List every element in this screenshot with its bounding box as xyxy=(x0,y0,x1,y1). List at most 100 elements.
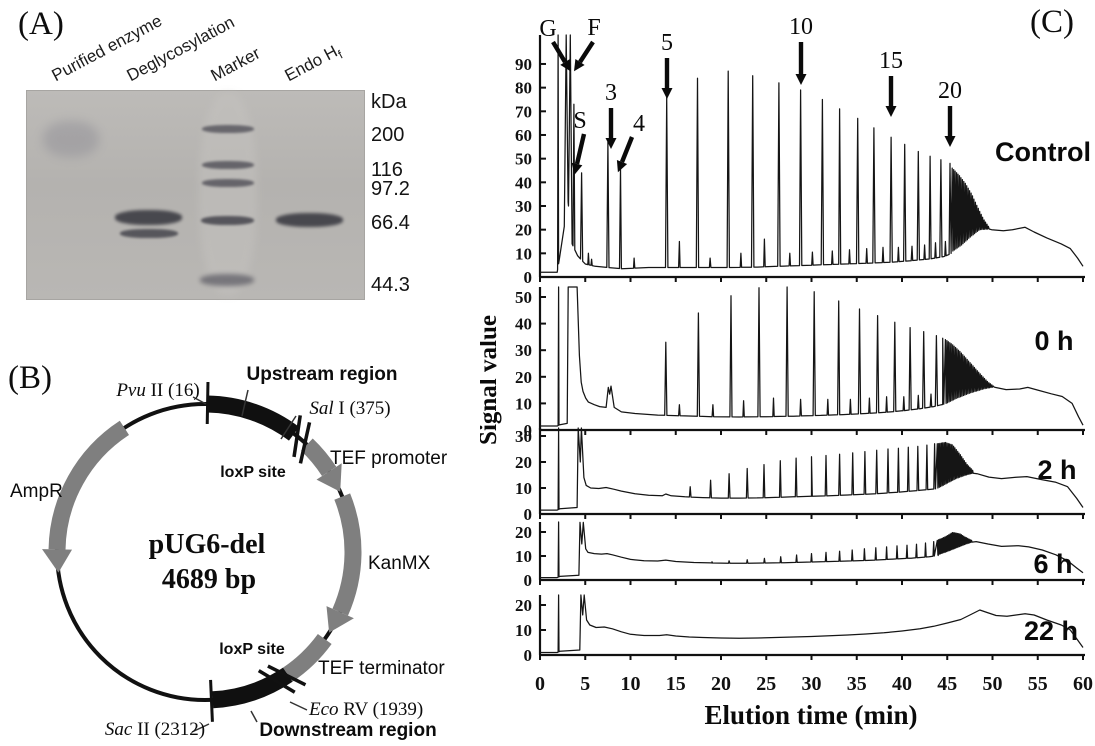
sali-loxp-slash-2 xyxy=(298,422,312,464)
x-tick-label: 35 xyxy=(847,673,867,695)
pvuii-site-label: Pvu II (16) xyxy=(115,380,199,401)
y-tick-label: 10 xyxy=(515,621,532,640)
y-tick-label: 20 xyxy=(515,596,532,615)
peak-arrow-head xyxy=(574,59,585,72)
peak-annotation-label-4: 4 xyxy=(633,111,645,137)
peak-annotation-label-10: 10 xyxy=(789,14,813,40)
y-tick-label: 0 xyxy=(524,646,533,665)
y-tick-label: 20 xyxy=(515,368,532,387)
chromatogram-6h: 0 10 20 6 h xyxy=(515,521,1085,590)
x-tick-label: 15 xyxy=(666,673,686,695)
panel-c-label: (C) xyxy=(1030,4,1074,40)
sacii-site-tick xyxy=(209,679,214,722)
peak-annotation-label-F: F xyxy=(587,15,600,41)
ampr-arc xyxy=(48,420,130,550)
y-tick-label: 0 xyxy=(524,505,533,524)
peak-arrow-head xyxy=(571,162,583,175)
peak-arrow-shaft xyxy=(619,136,635,163)
downstream-region-label: Downstream region xyxy=(259,720,436,741)
peak-annotation-label-G: G xyxy=(539,16,556,42)
plasmid-size-label: 4689 bp xyxy=(162,564,256,595)
tef-promoter-arc-arrowhead xyxy=(316,463,342,492)
y-tick-label: 70 xyxy=(515,102,532,121)
peak-arrow-head xyxy=(605,138,617,149)
x-tick-label: 10 xyxy=(621,673,641,695)
plasmid-name-label: pUG6-del xyxy=(149,529,266,560)
deglycosylation-band-lower xyxy=(120,229,178,238)
upstream-region-arc xyxy=(207,395,300,441)
series-label: 22 h xyxy=(1024,616,1078,646)
ampr-arc-arrowhead xyxy=(42,549,73,573)
kanmx-arc-arrowhead xyxy=(326,606,354,633)
y-tick-label: 0 xyxy=(524,571,533,590)
pointer-line-5 xyxy=(191,723,210,733)
peak-arrow-head xyxy=(560,59,571,72)
kda-marker-97.2: 97.2 xyxy=(371,178,410,200)
ampr-label: AmpR xyxy=(10,481,63,502)
x-tick-label: 50 xyxy=(983,673,1003,695)
peak-arrow-head xyxy=(885,106,897,117)
y-tick-label: 20 xyxy=(515,221,532,240)
pointer-line-0 xyxy=(192,396,207,405)
marker-lane-shade xyxy=(199,93,257,295)
sali-loxp-slash-1 xyxy=(292,415,302,458)
y-tick-label: 60 xyxy=(515,126,532,145)
chromatogram-2h: 0 10 20 30 2 h xyxy=(515,427,1085,524)
gel-lane-label-text: Marker xyxy=(207,43,264,86)
y-tick-label: 10 xyxy=(515,547,532,566)
peak-arrow-head xyxy=(661,88,673,99)
tef-promoter-arc xyxy=(300,438,337,477)
trace-0h xyxy=(540,286,1084,427)
series-label: Control xyxy=(995,137,1091,167)
ecorv-site-label: Eco RV (1939) xyxy=(308,699,423,720)
y-tick-label: 50 xyxy=(515,288,532,307)
peak-annotation-label-5: 5 xyxy=(661,30,673,56)
x-axis-title: Elution time (min) xyxy=(705,700,918,730)
y-tick-label: 10 xyxy=(515,244,532,263)
x-tick-label: 25 xyxy=(756,673,776,695)
tef-terminator-label: TEF terminator xyxy=(318,658,445,679)
kda-marker-200: 200 xyxy=(371,124,405,146)
sds-page-gel-image xyxy=(26,90,365,300)
y-tick-label: 30 xyxy=(515,197,532,216)
kanmx-arc xyxy=(332,493,362,616)
y-tick-label: 40 xyxy=(515,315,532,334)
purified-enzyme-smear xyxy=(43,121,99,157)
endo-hf-band xyxy=(276,213,343,227)
y-axis-title: Signal value xyxy=(480,315,502,445)
peak-annotation-label-S: S xyxy=(573,108,586,134)
x-tick-label: 20 xyxy=(711,673,731,695)
ecorv-loxp-slash-2 xyxy=(257,669,296,694)
y-tick-label: 20 xyxy=(515,523,532,542)
y-tick-label: 10 xyxy=(515,394,532,413)
pointer-line-3 xyxy=(289,701,308,711)
y-tick-label: 10 xyxy=(515,479,532,498)
pvuii-site-tick xyxy=(205,381,210,425)
kda-unit-label: kDa xyxy=(371,91,407,113)
downstream-region-arc xyxy=(212,667,293,709)
chromatogram-22h: 0 10 20 22 h xyxy=(515,594,1085,665)
x-tick-label: 55 xyxy=(1028,673,1048,695)
x-tick-label: 5 xyxy=(580,673,590,695)
y-tick-label: 20 xyxy=(515,453,532,472)
peak-annotation-label-20: 20 xyxy=(938,78,962,104)
plasmid-map: Pvu II (16) Upstream region Sal I (375) lox… xyxy=(10,364,448,741)
marker-band-200 xyxy=(202,125,254,133)
y-tick-label: 40 xyxy=(515,173,532,192)
trace-6h xyxy=(540,521,1084,579)
pointer-line-2 xyxy=(280,415,297,440)
loxp-site-bottom-label: loxP site xyxy=(219,641,285,658)
sali-site-label: Sal I (375) xyxy=(309,398,390,419)
x-tick-label: 0 xyxy=(535,673,545,695)
peak-annotation-label-15: 15 xyxy=(879,48,903,74)
peak-arrow-shaft xyxy=(574,133,587,165)
gel-lane-labels: Purified enzyme Deglycosylation Marker Endo… xyxy=(0,0,480,95)
x-tick-label: 40 xyxy=(892,673,912,695)
y-tick-label: 80 xyxy=(515,79,532,98)
series-label: 6 h xyxy=(1033,549,1072,579)
deglycosylation-band-main xyxy=(115,210,182,225)
peak-annotation-label-3: 3 xyxy=(605,80,617,106)
peak-arrow-head xyxy=(795,74,807,85)
trace-2h xyxy=(540,427,1084,511)
